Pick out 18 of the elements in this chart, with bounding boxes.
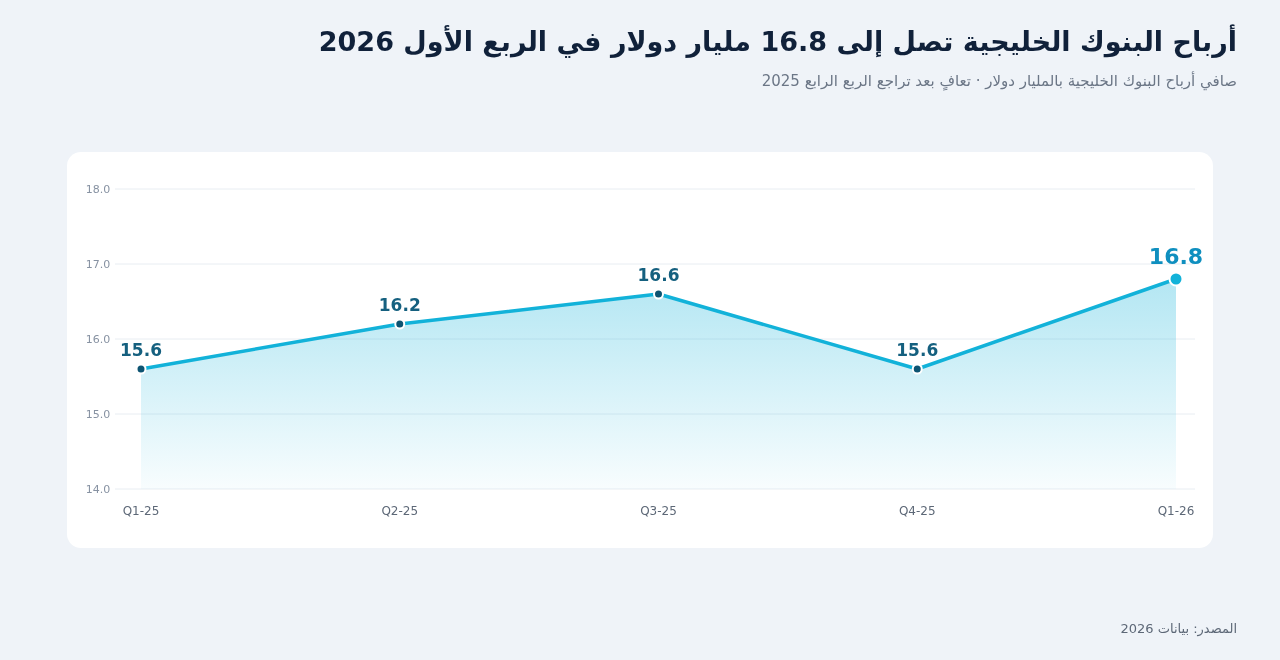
y-tick-label: 16.0	[85, 333, 111, 346]
x-tick-label: Q2-25	[381, 504, 419, 518]
y-tick-label: 15.0	[85, 408, 111, 421]
data-label: 16.8	[1148, 244, 1204, 269]
data-label: 16.6	[637, 265, 680, 285]
x-tick-label: Q1-25	[122, 504, 160, 518]
chart-title: أرباح البنوك الخليجية تصل إلى 16.8 مليار دولار في الربع الأول 2026	[318, 26, 1237, 57]
text: المصدر: بيانات 2026	[1120, 621, 1237, 636]
x-tick-label: Q3-25	[640, 504, 677, 518]
data-label: 15.6	[120, 340, 162, 360]
data-label: 16.2	[378, 295, 421, 315]
y-tick-label: 14.0	[85, 483, 111, 496]
data-label: 15.6	[896, 340, 939, 360]
x-tick-label: Q1-26	[1157, 504, 1195, 518]
y-tick-label: 17.0	[85, 258, 111, 271]
chart-subtitle: صافي أرباح البنوك الخليجية بالمليار دولار · تعافٍ بعد تراجع الربع الرابع 2025	[761, 72, 1237, 90]
x-tick-label: Q4-25	[898, 504, 936, 518]
y-tick-label: 18.0	[85, 183, 111, 196]
